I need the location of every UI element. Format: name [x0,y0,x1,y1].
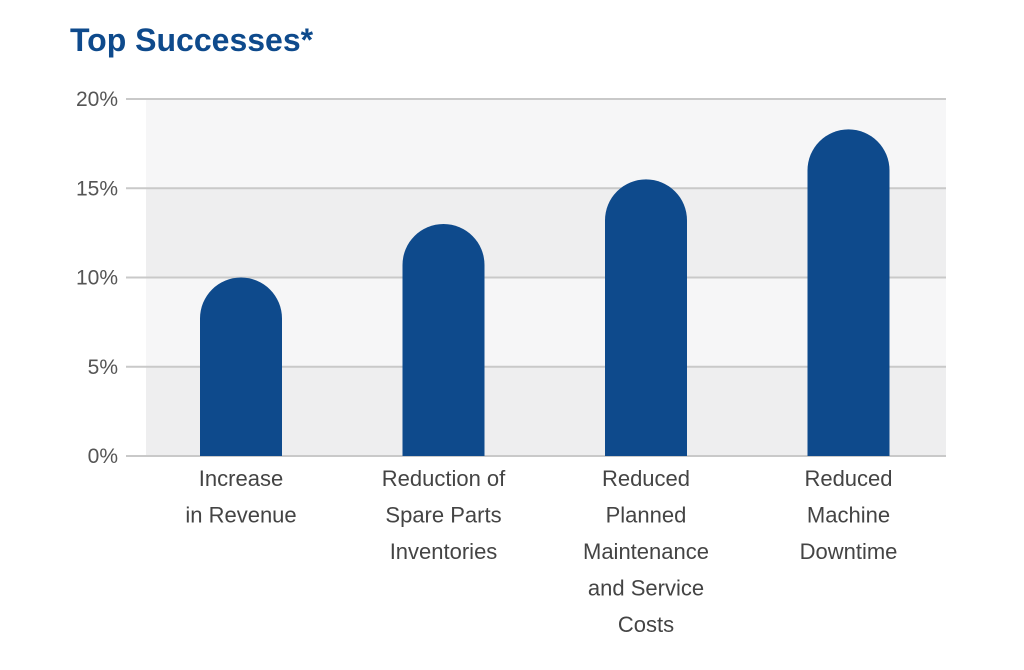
x-category-label: Reduced Machine Downtime [800,466,898,564]
x-category-label-line: Costs [618,612,674,637]
x-category-label-line: Reduced [804,466,892,491]
y-tick-label: 10% [76,267,118,290]
x-category-label-line: Reduced [602,466,690,491]
x-category-label-line: Inventories [390,539,498,564]
x-category-label-line: Planned [606,503,687,528]
x-category-label-line: Downtime [800,539,898,564]
x-category-label: Increase in Revenue [185,466,296,528]
bar [402,223,485,456]
y-tick-label: 20% [76,88,118,111]
x-category-label: Reduced Planned Maintenance and Service Cost… [583,466,709,637]
x-category-label-line: Maintenance [583,539,709,564]
x-category-label-line: Reduction of [382,466,506,491]
y-tick-label: 5% [88,356,118,379]
x-category-label-line: Machine [807,503,890,528]
x-category-label: Reduction of Spare Parts Inventories [382,466,506,564]
x-category-label-line: in Revenue [185,503,296,528]
x-category-label-line: and Service [588,576,704,601]
y-tick-label: 15% [76,177,118,200]
x-category-label-line: Increase [199,466,283,491]
x-axis-labels: Increase in Revenue Reduction of Spare Part… [185,466,897,637]
y-axis-ticks: 0% 5% 10% 15% 20% [76,88,118,468]
x-category-label-line: Spare Parts [385,503,501,528]
bar [605,179,687,456]
bars [200,129,890,456]
bar [807,129,890,456]
bar [200,277,282,456]
y-tick-label: 0% [88,445,118,468]
chart-title: Top Successes* [70,22,314,58]
